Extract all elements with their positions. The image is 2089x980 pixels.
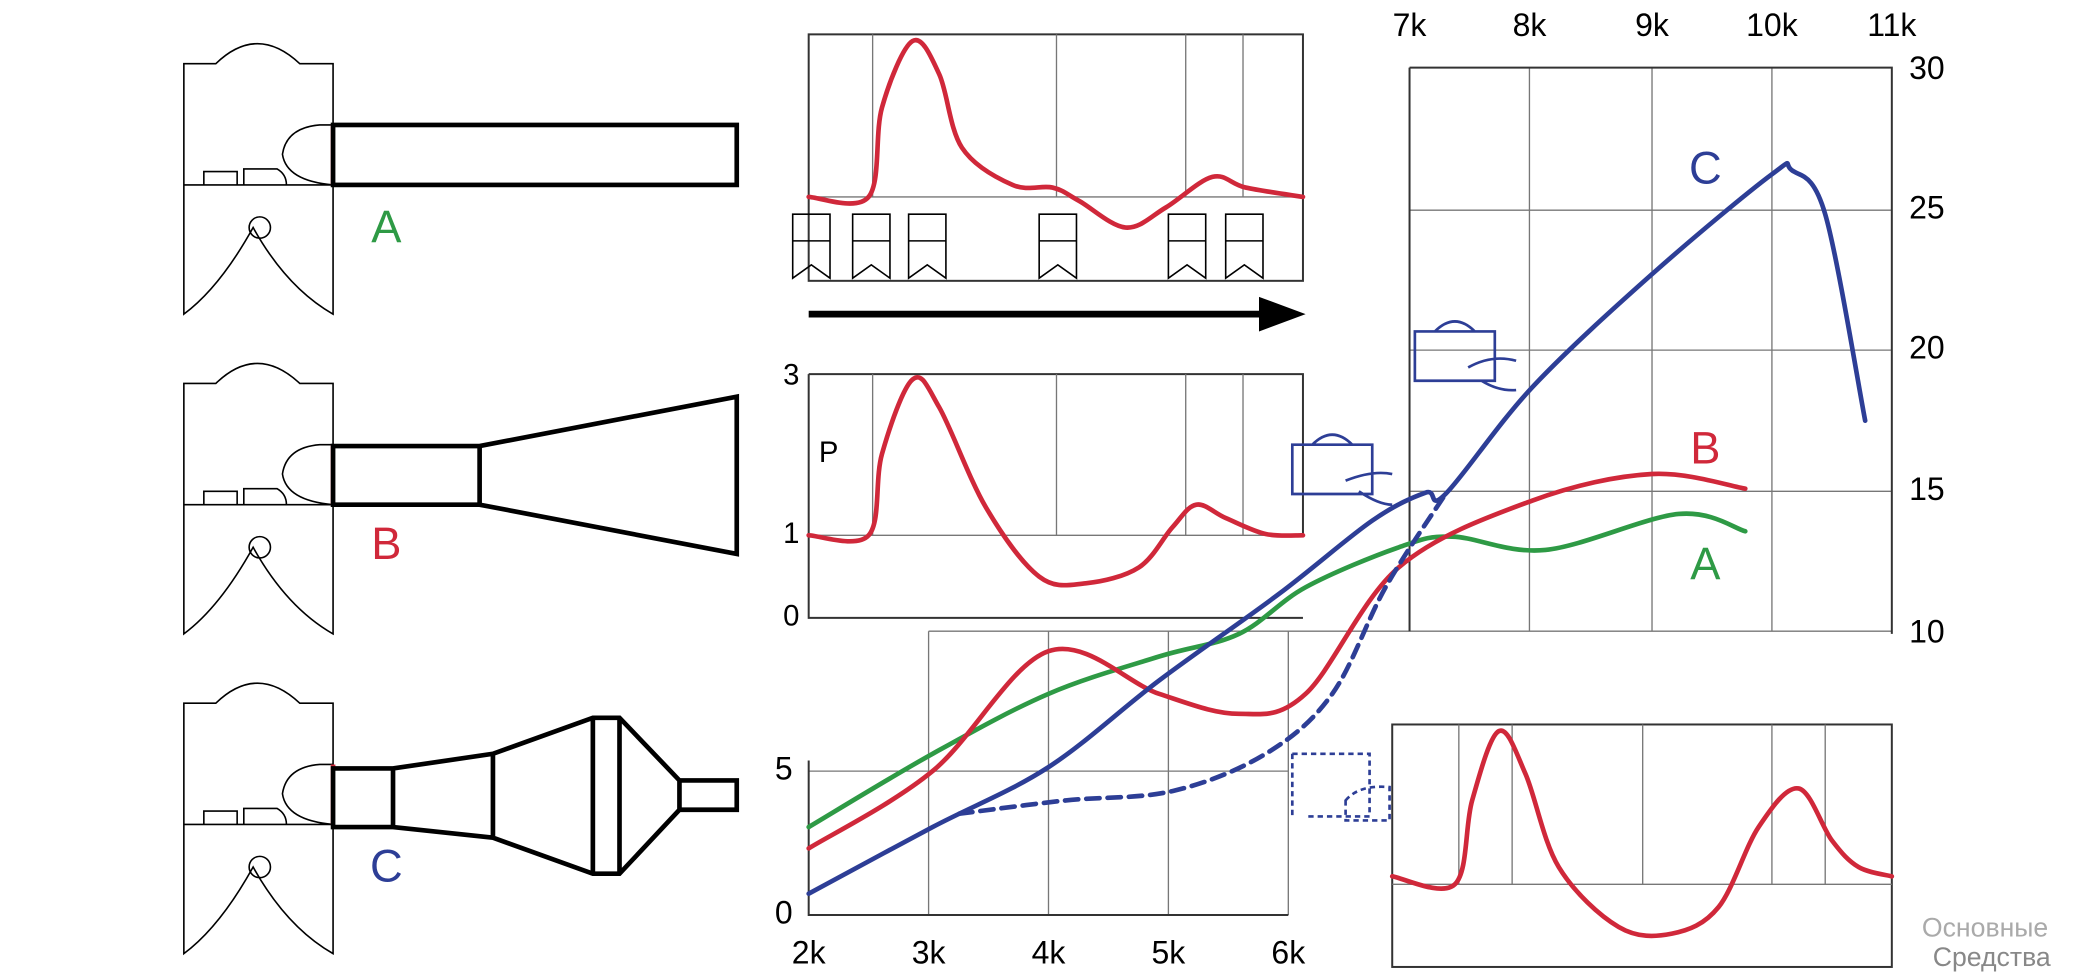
pipe-c xyxy=(330,715,740,877)
piston-icon xyxy=(791,213,831,280)
cylinder xyxy=(183,43,334,316)
wave-chart-top xyxy=(807,33,1304,282)
cylinder xyxy=(183,682,334,956)
y-tick-label: 5 xyxy=(775,751,793,787)
curve-label: C xyxy=(1689,143,1722,194)
axis-label: P xyxy=(819,436,839,469)
tick-label: 0 xyxy=(783,600,799,633)
y-tick-label: 0 xyxy=(775,894,793,930)
curve-b xyxy=(806,471,1748,851)
x-tick-label: 5k xyxy=(1152,934,1187,970)
pipe-b xyxy=(330,393,740,557)
y-tick-label: 25 xyxy=(1909,190,1945,226)
engine-label: A xyxy=(371,201,402,252)
y-tick-label: 15 xyxy=(1909,471,1945,507)
x-tick-label: 4k xyxy=(1032,934,1067,970)
y-tick-label: 20 xyxy=(1909,330,1945,366)
wave-bottom xyxy=(1389,728,1895,939)
piston-icon xyxy=(1038,213,1078,280)
y-tick-label: 10 xyxy=(1909,613,1945,649)
x-tick-label: 8k xyxy=(1513,7,1548,43)
engine-label: B xyxy=(371,518,401,569)
curves xyxy=(791,37,1895,939)
curve-label: A xyxy=(1690,538,1721,589)
x-tick-label: 6k xyxy=(1271,934,1306,970)
engine-icon xyxy=(1290,320,1517,822)
pipe-a xyxy=(330,122,740,188)
engines xyxy=(183,43,336,956)
wave-top xyxy=(806,37,1306,230)
x-tick-label: 11k xyxy=(1867,7,1917,43)
piston-pin xyxy=(248,535,272,559)
watermark: Основные xyxy=(1922,913,2048,943)
piston-icon xyxy=(851,213,891,280)
piston-pin xyxy=(248,216,272,240)
x-tick-label: 9k xyxy=(1635,7,1670,43)
piston-icon xyxy=(1224,213,1264,280)
x-tick-label: 2k xyxy=(792,934,827,970)
pressure-chart xyxy=(807,373,1304,619)
y-tick-label: 30 xyxy=(1909,50,1945,86)
arrow-head xyxy=(1258,296,1306,332)
curve-a xyxy=(806,511,1748,830)
tick-label: 1 xyxy=(783,517,799,550)
piston-icon xyxy=(907,213,947,280)
x-tick-label: 10k xyxy=(1746,7,1799,43)
watermark: Средства xyxy=(1933,942,2051,972)
curve-c-dashed xyxy=(956,491,1448,817)
curve-label: B xyxy=(1690,422,1720,473)
piston-icon xyxy=(1167,213,1207,280)
x-tick-label: 7k xyxy=(1393,7,1428,43)
curve-c xyxy=(806,160,1868,897)
main-grid xyxy=(807,66,1893,916)
tick-label: 3 xyxy=(783,358,799,391)
wave-chart-bottom xyxy=(1391,723,1893,968)
engine-label: C xyxy=(370,841,403,892)
x-tick-label: 3k xyxy=(912,934,947,970)
piston-pin xyxy=(248,855,272,879)
cylinder xyxy=(183,362,334,636)
pressure xyxy=(806,375,1306,588)
